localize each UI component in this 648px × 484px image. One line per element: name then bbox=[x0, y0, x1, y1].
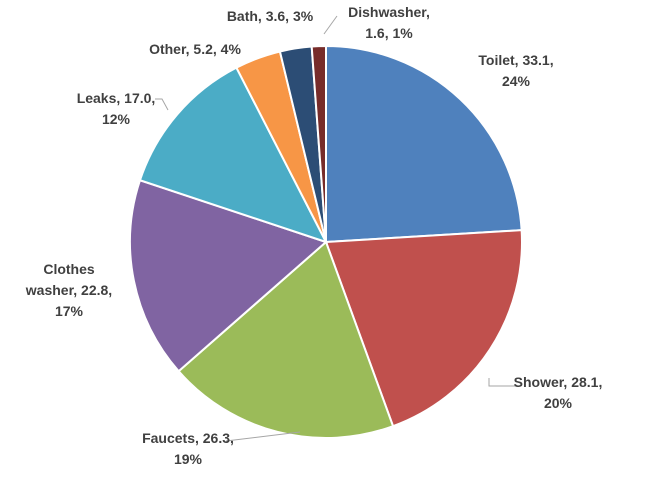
pie-slice-toilet bbox=[325, 44, 523, 244]
data-label-line: washer, 22.8, bbox=[25, 282, 112, 298]
leader-line-dishwasher bbox=[323, 15, 338, 35]
data-label-bath: Bath, 3.6, 3% bbox=[227, 8, 314, 24]
data-label-line: Toilet, 33.1, bbox=[478, 52, 553, 68]
data-label-line: Dishwasher, bbox=[348, 4, 430, 20]
data-label-line: Faucets, 26.3, bbox=[142, 430, 234, 446]
data-label-other: Other, 5.2, 4% bbox=[149, 41, 241, 57]
data-label-leaks: Leaks, 17.0, 12% bbox=[77, 90, 156, 127]
data-label-shower: Shower, 28.1, 20% bbox=[514, 374, 603, 411]
data-label-dishwasher: Dishwasher, 1.6, 1% bbox=[348, 4, 430, 41]
data-label-line: 20% bbox=[544, 395, 573, 411]
pie-slice-clothes-washer bbox=[129, 178, 328, 373]
data-label-line: Leaks, 17.0, bbox=[77, 90, 156, 106]
leader-lines bbox=[155, 15, 516, 442]
leader-line-leaks bbox=[155, 98, 169, 111]
pie-slice-faucets bbox=[177, 240, 395, 439]
pie-slice-dishwasher bbox=[310, 44, 327, 243]
data-label-toilet: Toilet, 33.1, 24% bbox=[478, 52, 553, 89]
pie-slices bbox=[129, 44, 523, 439]
data-label-line: Shower, 28.1, bbox=[514, 374, 603, 390]
data-label-line: Bath, 3.6, 3% bbox=[227, 8, 314, 24]
data-label-line: Clothes bbox=[43, 261, 95, 277]
pie-slice-shower bbox=[324, 229, 523, 428]
data-label-line: Other, 5.2, 4% bbox=[149, 41, 241, 57]
data-label-line: 17% bbox=[55, 303, 84, 319]
pie-slice-leaks bbox=[138, 66, 329, 244]
data-labels: Toilet, 33.1, 24% Shower, 28.1, 20% Faucets,… bbox=[25, 4, 603, 467]
leader-line-shower bbox=[488, 378, 516, 387]
data-label-line: 19% bbox=[174, 451, 203, 467]
leader-line-faucets bbox=[225, 431, 301, 442]
data-label-line: 1.6, 1% bbox=[365, 25, 413, 41]
data-label-faucets: Faucets, 26.3, 19% bbox=[142, 430, 234, 467]
data-label-clothes-washer: Clothes washer, 22.8, 17% bbox=[25, 261, 112, 319]
data-label-line: 12% bbox=[102, 111, 131, 127]
data-label-line: 24% bbox=[502, 73, 531, 89]
